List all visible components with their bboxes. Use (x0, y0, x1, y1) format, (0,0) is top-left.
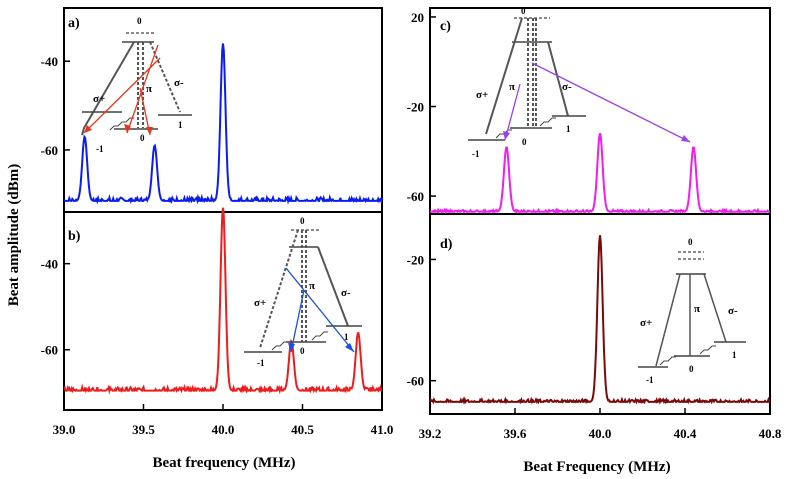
panel-d-xtick-label: 40.0 (589, 426, 612, 441)
panel-b-xtick-label: 41.0 (371, 422, 394, 437)
panel-b-inset: 0 σ+ σ- π -1 0 1 (244, 216, 362, 368)
panel-c-frame (429, 7, 771, 215)
inset-a-pi: π (146, 83, 152, 95)
panel-b-xtick-label: 40.5 (291, 422, 314, 437)
inset-a-sigma-minus: σ- (174, 77, 184, 89)
panel-b-ytick-label: -40 (41, 257, 58, 272)
inset-b-level-minus1: -1 (257, 358, 265, 368)
inset-c-sigma-minus: σ- (562, 81, 572, 93)
panel-b-ytick-label: -60 (41, 343, 58, 358)
inset-b-sigma-plus: σ+ (254, 297, 266, 309)
panel-c-ytick-label: -20 (407, 100, 424, 115)
panel-d-spectrum-line (429, 235, 771, 406)
panel-a-inset: 0 σ+ σ- π -1 0 1 (81, 16, 192, 154)
inset-c-level-0: 0 (522, 137, 527, 147)
panel-c-inset: 0 σ+ σ- π -1 0 1 (468, 6, 691, 159)
panel-b-xtick-label: 40.0 (212, 422, 235, 437)
panel-d-ytick-label: -20 (407, 252, 424, 267)
panel-a-frame (63, 7, 383, 213)
inset-d-level-0: 0 (689, 364, 694, 374)
inset-a-level-top: 0 (137, 16, 142, 26)
panel-d-label: d) (440, 237, 453, 252)
panel-c-ytick-label: -60 (407, 189, 424, 204)
panel-b-xtick-label: 39.0 (53, 422, 76, 437)
panel-c-ytick-label: 20 (411, 10, 424, 25)
inset-c-level-minus1: -1 (472, 149, 480, 159)
inset-d-sigma-minus: σ- (728, 305, 738, 317)
panel-b-spectrum-line (63, 207, 383, 395)
panel-c-label: c) (440, 19, 451, 34)
chart-marks: -40 -60 -40 -60 39.0 39.5 40.0 40.5 41.0 20 -20 -60… (41, 10, 782, 441)
panel-d-xtick-label: 39.2 (419, 426, 442, 441)
panel-d-xtick-label: 39.6 (504, 426, 527, 441)
inset-d-sigma-plus: σ+ (640, 317, 652, 329)
inset-b-level-0: 0 (300, 346, 305, 356)
inset-b-pi: π (309, 280, 315, 292)
inset-c-level-top: 0 (521, 6, 526, 16)
panel-d-ytick-label: -60 (407, 374, 424, 389)
panel-a-ytick-label: -60 (41, 143, 58, 158)
panel-b-label: b) (68, 229, 81, 244)
panel-d-inset: 0 σ+ σ- π -1 0 1 (638, 237, 746, 385)
y-axis-label: Beat amplitude (dBm) (6, 164, 22, 307)
inset-c-sigma-plus: σ+ (476, 89, 488, 101)
panel-d-xtick-label: 40.8 (759, 426, 782, 441)
panel-a-label: a) (68, 16, 80, 31)
x-axis-label-left: Beat frequency (MHz) (152, 455, 295, 471)
inset-d-level-minus1: -1 (646, 375, 654, 385)
inset-a-level-minus1: -1 (96, 144, 104, 154)
inset-d-level-top: 0 (688, 237, 693, 247)
panel-a-spectrum-line (63, 43, 383, 205)
panel-b-frame (63, 211, 383, 411)
inset-b-level-top: 0 (300, 216, 305, 226)
x-axis-label-right: Beat Frequency (MHz) (523, 459, 670, 475)
inset-c-level-1: 1 (566, 124, 571, 134)
panel-c-spectrum-line (429, 133, 770, 215)
inset-b-level-1: 1 (344, 332, 349, 342)
inset-b-sigma-minus: σ- (341, 287, 351, 299)
panel-d-xtick-label: 40.4 (674, 426, 697, 441)
inset-a-level-0: 0 (140, 133, 145, 143)
inset-c-pi: π (509, 81, 515, 93)
panel-a-ytick-label: -40 (41, 54, 58, 69)
inset-a-sigma-plus: σ+ (93, 93, 105, 105)
panel-b-xtick-label: 39.5 (132, 422, 155, 437)
inset-a-level-1: 1 (178, 120, 183, 130)
inset-d-pi: π (694, 303, 700, 315)
inset-d-level-1: 1 (732, 350, 737, 360)
